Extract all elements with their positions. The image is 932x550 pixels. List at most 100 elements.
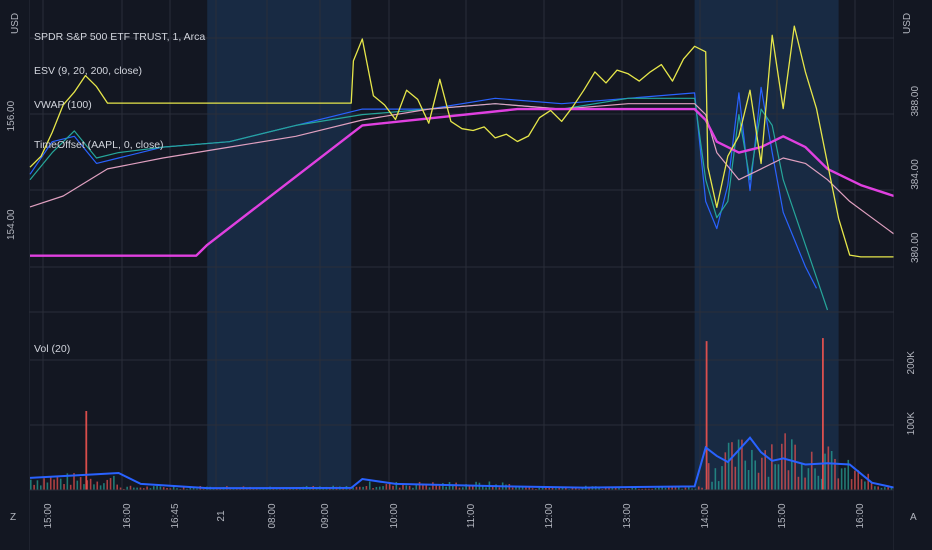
volume-bar [648,488,650,490]
esv-legend[interactable]: ESV (9, 20, 200, close) [34,65,142,77]
volume-bar [152,486,155,490]
volume-bar [804,477,806,490]
volume-bar [511,487,514,490]
time-tick-2[interactable]: 16:45 [170,503,181,528]
volume-bar [521,487,524,490]
volume-legend[interactable]: Vol (20) [34,343,70,355]
time-tick-4[interactable]: 08:00 [267,503,278,528]
volume-bar [638,488,640,490]
vwap-legend[interactable]: VWAP (100) [34,99,92,111]
volume-bar [169,488,172,490]
auto-scale-icon[interactable]: A [910,512,917,523]
volume-bar [531,488,534,490]
volume-bar [535,488,537,490]
right-tick-2: 380.00 [910,232,921,263]
volume-bar [827,446,830,490]
volume-axis-ticks: 200K 100K [906,351,917,435]
zoom-icon[interactable]: Z [10,512,16,523]
volume-bar [644,488,647,490]
volume-bar [113,475,115,490]
volume-bar [787,470,790,490]
volume-bar [59,478,62,490]
series-ema_fast [29,103,895,235]
volume-bar [744,460,747,490]
time-tick-11[interactable]: 15:00 [777,503,788,528]
volume-bar [618,486,620,490]
volume-bar [714,468,717,490]
volume-bar [438,485,441,490]
volume-bar [721,466,723,490]
volume-bar [807,468,810,490]
time-axis[interactable]: 15:00 16:00 16:45 21 08:00 09:00 10:00 11:00 12:… [43,503,866,528]
time-tick-1[interactable]: 16:00 [122,503,133,528]
volume-bar [176,488,178,490]
volume-spike-1 [822,338,824,490]
volume-bar [565,487,567,490]
volume-bar [790,439,793,490]
timeoffset-legend[interactable]: TimeOffset (AAPL, 0, close) [34,139,164,151]
time-tick-12[interactable]: 16:00 [855,503,866,528]
volume-bar [668,487,670,490]
volume-bar [63,484,65,490]
volume-bar [724,452,727,490]
volume-bar [182,487,185,490]
session-shade-1 [694,0,839,490]
time-tick-0[interactable]: 15:00 [43,503,54,528]
volume-bar [30,479,32,490]
volume-bar [854,470,856,490]
volume-bar [551,487,554,490]
volume-bar [435,484,438,490]
time-tick-9[interactable]: 13:00 [622,503,633,528]
volume-bar [362,486,364,490]
volume-bar [734,466,737,490]
time-tick-6[interactable]: 10:00 [389,503,400,528]
volume-bar [674,486,677,490]
volume-bar [358,486,361,490]
volume-bar [741,439,743,490]
time-tick-10[interactable]: 14:00 [700,503,711,528]
time-tick-7[interactable]: 11:00 [466,503,477,528]
volume-bar [422,485,424,490]
volume-bar [46,482,49,490]
volume-bar [398,487,401,490]
volume-bar [864,481,866,490]
volume-bar [771,444,773,490]
volume-bar [279,488,281,490]
volume-bar [727,442,730,490]
volume-bar [99,485,102,490]
volume-bar [49,477,52,490]
right-price-axis[interactable] [894,0,932,550]
time-tick-8[interactable]: 12:00 [544,503,555,528]
volume-bar [707,463,710,490]
volume-bar [275,488,278,490]
volume-bar [694,488,697,490]
volume-bar [219,488,222,490]
volume-bar [877,486,879,490]
volume-bar [847,459,850,490]
volume-bar [870,483,873,490]
volume-bar [678,487,680,490]
left-price-axis[interactable] [0,0,29,550]
volume-bar [747,470,750,490]
volume-bar [89,478,92,490]
volume-bar [781,443,783,490]
volume-bar [86,480,89,490]
volume-bar [631,487,634,490]
volume-bar [282,488,285,490]
volume-bar [76,480,79,490]
volume-bar [368,481,371,490]
volume-bar [561,487,564,490]
time-tick-3[interactable]: 21 [216,510,227,522]
volume-bar [136,487,138,490]
volume-bar [608,486,610,490]
volume-bar [56,477,59,490]
left-axis-unit: USD [10,13,21,34]
time-tick-5[interactable]: 09:00 [320,503,331,528]
volume-bar [458,487,461,490]
volume-bar [452,485,454,490]
volume-bar [432,482,434,490]
volume-bar [857,470,860,490]
volume-bar [79,477,82,490]
symbol-legend[interactable]: SPDR S&P 500 ETF TRUST, 1, Arca [34,31,205,43]
